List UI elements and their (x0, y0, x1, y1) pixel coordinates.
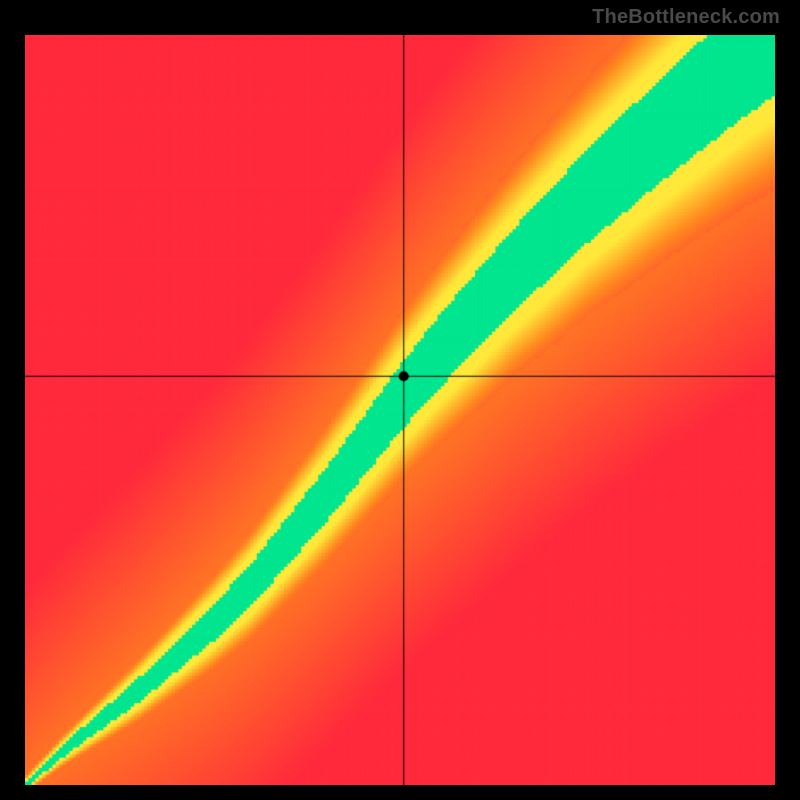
bottleneck-heatmap (25, 35, 775, 785)
chart-container: TheBottleneck.com (0, 0, 800, 800)
watermark-text: TheBottleneck.com (592, 6, 780, 29)
